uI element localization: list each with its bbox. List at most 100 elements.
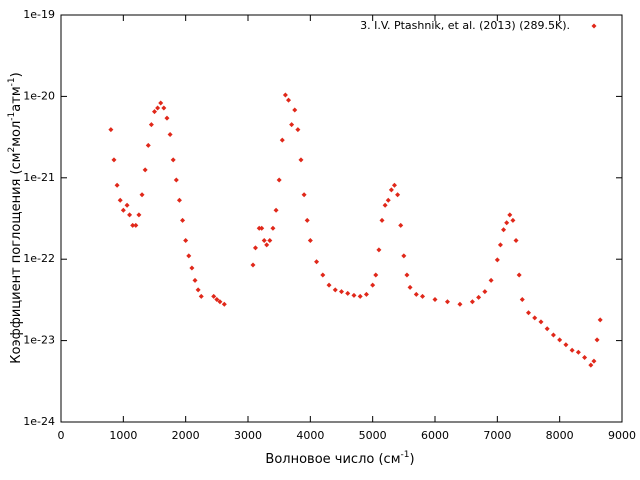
point bbox=[292, 107, 298, 113]
point bbox=[195, 287, 201, 293]
point bbox=[114, 182, 120, 188]
point bbox=[519, 296, 525, 302]
point bbox=[264, 242, 270, 248]
point bbox=[494, 257, 500, 263]
point bbox=[267, 237, 273, 243]
y-label-sup: -1 bbox=[7, 112, 17, 121]
point bbox=[130, 222, 136, 228]
point bbox=[183, 237, 189, 243]
point bbox=[404, 272, 410, 278]
plot-frame bbox=[60, 14, 623, 423]
point bbox=[307, 237, 313, 243]
point bbox=[120, 207, 126, 213]
point bbox=[557, 337, 563, 343]
point bbox=[180, 217, 186, 223]
point bbox=[385, 197, 391, 203]
point bbox=[164, 115, 170, 121]
point bbox=[155, 105, 161, 111]
point bbox=[152, 109, 157, 115]
point bbox=[532, 315, 538, 321]
point bbox=[351, 292, 357, 298]
point bbox=[279, 137, 285, 143]
point bbox=[250, 262, 256, 268]
point bbox=[214, 296, 220, 302]
point bbox=[482, 289, 488, 295]
y-axis-label: Коэффициент поглощения (см2мол-1атм-1) bbox=[7, 72, 24, 363]
point bbox=[133, 222, 139, 228]
point bbox=[148, 122, 154, 128]
x-tick-label: 1000 bbox=[109, 429, 137, 442]
point bbox=[192, 277, 198, 283]
point bbox=[139, 192, 145, 198]
x-tick-label: 3000 bbox=[234, 429, 262, 442]
x-tick-label: 2000 bbox=[172, 429, 200, 442]
point bbox=[370, 282, 376, 288]
point bbox=[395, 192, 401, 198]
point bbox=[286, 97, 292, 103]
point bbox=[388, 187, 394, 193]
point bbox=[504, 220, 510, 226]
point bbox=[314, 259, 320, 265]
point bbox=[407, 284, 413, 290]
point bbox=[591, 358, 597, 364]
point bbox=[597, 317, 603, 323]
point bbox=[594, 337, 600, 343]
x-label-part: Волновое число (см bbox=[265, 452, 400, 467]
y-tick-label: 1e-23 bbox=[23, 334, 55, 347]
point bbox=[170, 157, 176, 163]
point bbox=[391, 182, 397, 188]
point bbox=[510, 217, 516, 223]
point bbox=[376, 247, 382, 253]
y-label-part: Коэффициент поглощения (см bbox=[9, 153, 24, 364]
point bbox=[259, 225, 265, 231]
point bbox=[127, 212, 133, 218]
point bbox=[588, 362, 594, 368]
x-tick-label: 4000 bbox=[296, 429, 324, 442]
point bbox=[173, 177, 179, 183]
point bbox=[295, 127, 301, 133]
x-tick-label: 0 bbox=[58, 429, 65, 442]
x-tick-label: 9000 bbox=[608, 429, 636, 442]
point bbox=[345, 290, 351, 296]
point bbox=[544, 326, 550, 332]
point bbox=[550, 332, 556, 338]
point bbox=[575, 349, 581, 355]
point bbox=[136, 212, 142, 218]
y-label-part: ) bbox=[9, 72, 24, 77]
point bbox=[158, 100, 164, 106]
x-axis-label: Волновое число (см-1) bbox=[265, 450, 414, 467]
x-tick-label: 6000 bbox=[421, 429, 449, 442]
point bbox=[142, 167, 148, 173]
point bbox=[413, 291, 419, 297]
point bbox=[513, 237, 519, 243]
point bbox=[217, 299, 223, 305]
point bbox=[516, 272, 522, 278]
point bbox=[273, 207, 279, 213]
point bbox=[270, 225, 276, 231]
point bbox=[145, 142, 151, 148]
point bbox=[221, 301, 227, 307]
y-label-sup: -1 bbox=[7, 77, 17, 86]
point bbox=[379, 217, 385, 223]
point bbox=[401, 253, 407, 259]
y-label-sup: 2 bbox=[7, 147, 17, 153]
point bbox=[261, 237, 267, 243]
point bbox=[526, 310, 531, 316]
point bbox=[469, 299, 475, 305]
x-tick-label: 5000 bbox=[359, 429, 387, 442]
point bbox=[363, 291, 369, 297]
point bbox=[282, 92, 288, 98]
point bbox=[298, 157, 304, 163]
y-tick-label: 1e-24 bbox=[23, 415, 55, 428]
point bbox=[332, 287, 338, 293]
point bbox=[507, 212, 513, 218]
point bbox=[211, 293, 217, 299]
y-label-part: атм bbox=[9, 86, 24, 111]
point bbox=[501, 227, 507, 233]
point bbox=[117, 197, 123, 203]
y-tick-label: 1e-21 bbox=[23, 171, 55, 184]
legend-marker bbox=[591, 23, 597, 29]
x-label-sup: -1 bbox=[401, 450, 410, 460]
y-tick-label: 1e-20 bbox=[23, 89, 55, 102]
